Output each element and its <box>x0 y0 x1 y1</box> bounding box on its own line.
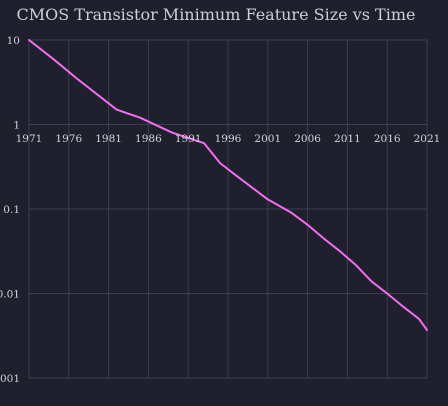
x-tick-label: 2006 <box>294 133 321 145</box>
y-tick-label: 0.01 <box>0 289 20 301</box>
x-tick-label: 2011 <box>334 133 361 145</box>
y-tick-label: 1 <box>13 120 20 132</box>
x-tick-label: 1996 <box>215 133 242 145</box>
y-tick-label: 10 <box>7 35 20 47</box>
x-tick-label: 1981 <box>95 133 122 145</box>
chart-title: CMOS Transistor Minimum Feature Size vs … <box>17 5 416 24</box>
series-layer <box>28 39 428 331</box>
y-tick-label: 0.001 <box>0 373 20 385</box>
series-line <box>28 39 428 331</box>
x-tick-label: 2021 <box>414 133 441 145</box>
grid-layer <box>28 39 428 379</box>
x-tick-label: 1971 <box>16 133 43 145</box>
y-tick-label: 0.1 <box>3 204 20 216</box>
x-tick-label: 1976 <box>55 133 82 145</box>
x-tick-label: 1986 <box>135 133 162 145</box>
x-tick-label: 2016 <box>374 133 401 145</box>
x-tick-label: 2001 <box>254 133 281 145</box>
tick-labels: 1971 1976 1981 1986 1991 1996 2001 2006 2011 2016… <box>0 35 440 385</box>
x-tick-label: 1991 <box>175 133 202 145</box>
